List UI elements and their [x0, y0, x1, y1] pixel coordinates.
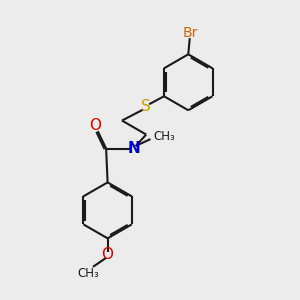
Text: CH₃: CH₃	[78, 267, 99, 280]
Text: N: N	[128, 141, 140, 156]
Text: O: O	[89, 118, 101, 133]
Text: S: S	[141, 99, 151, 114]
Text: Br: Br	[183, 26, 198, 40]
Text: O: O	[102, 247, 114, 262]
Text: CH₃: CH₃	[153, 130, 175, 143]
